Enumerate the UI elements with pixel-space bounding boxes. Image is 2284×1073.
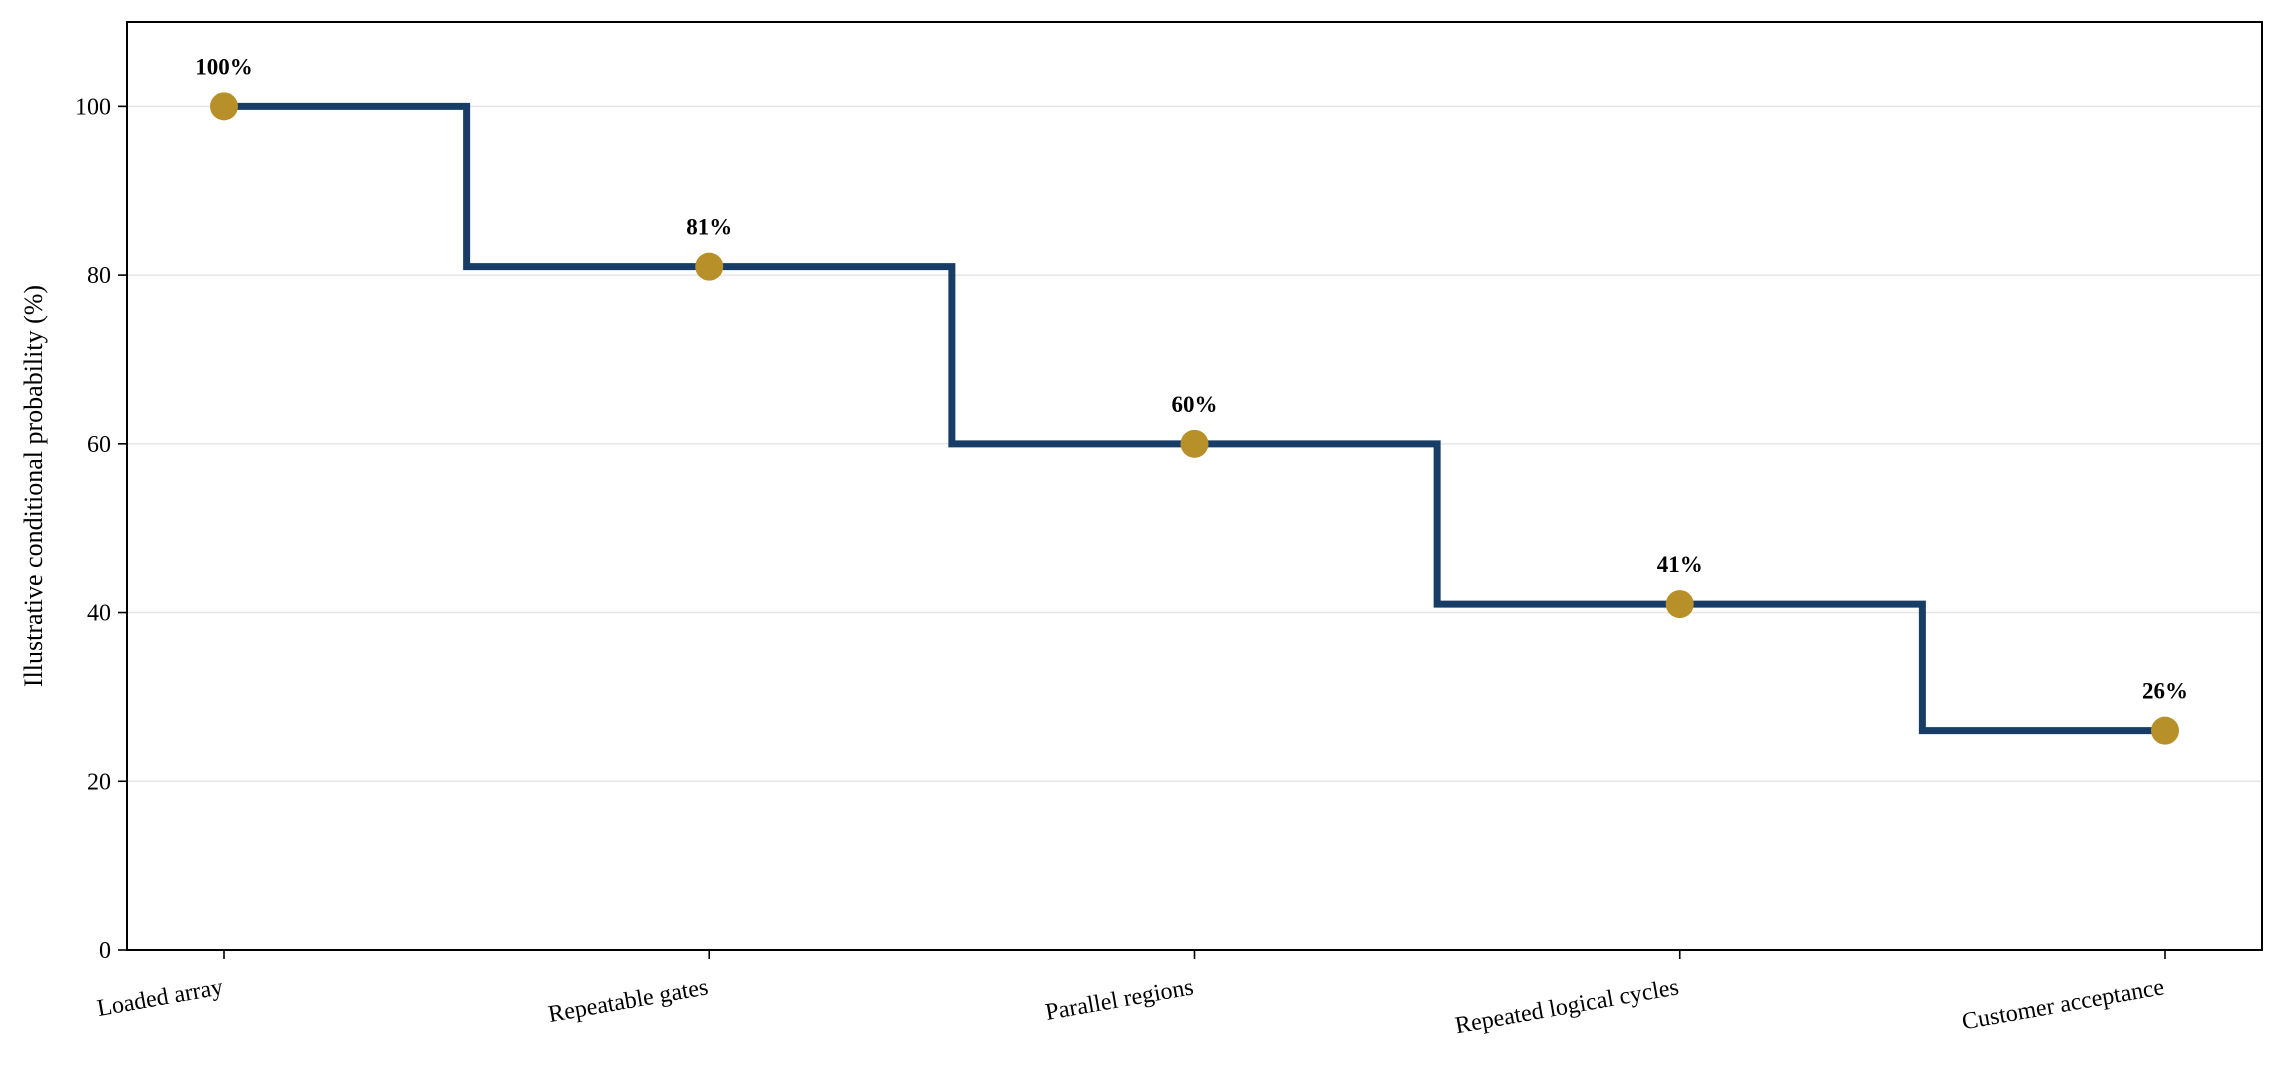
step-line (224, 102, 2165, 735)
data-point-1 (695, 252, 724, 281)
data-label-4: 26% (2142, 679, 2188, 704)
x-tick-label-4: Customer acceptance (1960, 974, 2166, 1035)
x-tick-label-3: Repeated logical cycles (1453, 974, 1681, 1039)
data-point-0 (210, 92, 238, 121)
data-labels: 100% 81% 60% 41% 26% (195, 54, 2188, 703)
plot-frame (126, 21, 2263, 951)
data-point-2 (1180, 429, 1209, 458)
series-step-line (224, 102, 2165, 735)
x-axis: Loaded array Repeatable gates Parallel reg… (95, 950, 2166, 1039)
y-axis: 0 20 40 60 80 100 (75, 94, 127, 964)
y-tick-label-60: 60 (87, 432, 111, 458)
x-tick-label-2: Parallel regions (1043, 974, 1195, 1026)
data-point-3 (1665, 590, 1694, 619)
data-label-3: 41% (1657, 552, 1703, 577)
y-axis-title: Illustrative conditional probability (%) (19, 285, 48, 687)
y-tick-label-0: 0 (99, 938, 111, 964)
y-tick-label-20: 20 (87, 769, 111, 795)
y-tick-label-100: 100 (75, 94, 111, 120)
plot-border (126, 21, 2263, 951)
data-label-0: 100% (195, 54, 253, 79)
series-markers (210, 92, 2179, 745)
data-label-1: 81% (686, 215, 732, 240)
data-point-4 (2151, 716, 2179, 745)
x-tick-label-1: Repeatable gates (546, 974, 710, 1028)
y-tick-label-40: 40 (87, 601, 111, 627)
data-label-2: 60% (1172, 392, 1218, 417)
x-tick-label-0: Loaded array (95, 974, 225, 1022)
y-tick-label-80: 80 (87, 263, 111, 289)
